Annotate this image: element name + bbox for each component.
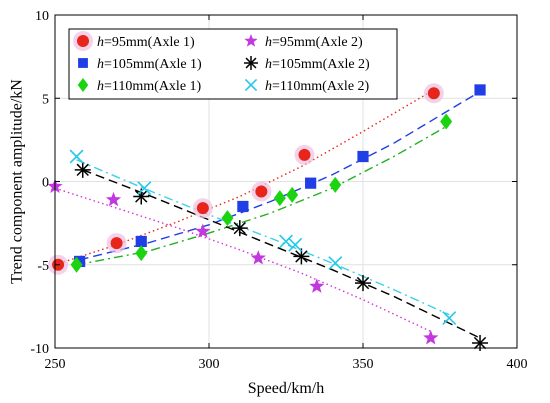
y-tick-label: -10 bbox=[30, 342, 49, 357]
asterisk-stroke bbox=[233, 221, 246, 235]
y-axis-title: Trend component amplitude/kN bbox=[9, 79, 26, 284]
x-stroke bbox=[288, 237, 303, 252]
x-stroke bbox=[69, 149, 84, 164]
data-point bbox=[196, 202, 209, 215]
data-point bbox=[293, 248, 310, 265]
data-point bbox=[110, 237, 123, 250]
data-point bbox=[77, 78, 89, 92]
axis-ticks: 250 300 350 400 -10 -5 0 5 10 bbox=[30, 9, 527, 372]
data-point bbox=[244, 56, 258, 70]
asterisk-stroke bbox=[135, 190, 148, 203]
data-point bbox=[357, 150, 369, 163]
data-point bbox=[427, 87, 440, 100]
y-tick-label: -5 bbox=[37, 259, 49, 274]
legend-label: h=105mm(Axle 2) bbox=[265, 57, 370, 72]
asterisk-stroke bbox=[356, 276, 370, 290]
trend-line bbox=[76, 125, 447, 266]
data-point bbox=[309, 278, 325, 293]
data-point bbox=[305, 177, 317, 189]
legend-box bbox=[68, 28, 398, 100]
data-point bbox=[237, 200, 249, 213]
data-point bbox=[286, 186, 299, 203]
data-point bbox=[355, 275, 371, 292]
asterisk-stroke bbox=[473, 336, 487, 350]
asterisk-stroke bbox=[295, 250, 308, 263]
asterisk-stroke bbox=[245, 57, 257, 69]
data-point bbox=[273, 190, 286, 207]
asterisk-stroke bbox=[76, 163, 89, 177]
data-point bbox=[78, 58, 88, 68]
data-point bbox=[133, 188, 150, 205]
trend-line bbox=[82, 169, 481, 339]
legend-label: h=110mm(Axle 1) bbox=[97, 79, 202, 94]
x-tick-label: 400 bbox=[507, 357, 528, 372]
data-point bbox=[288, 237, 303, 252]
x-stroke bbox=[137, 181, 152, 196]
data-point bbox=[329, 176, 342, 193]
data-point bbox=[440, 113, 453, 130]
trend-line bbox=[54, 187, 432, 333]
data-point bbox=[423, 330, 439, 345]
x-tick-label: 350 bbox=[353, 357, 374, 372]
x-stroke bbox=[244, 78, 258, 92]
x-tick-label: 300 bbox=[199, 357, 220, 372]
data-point bbox=[69, 149, 84, 164]
data-point bbox=[255, 185, 268, 198]
data-point bbox=[474, 84, 486, 96]
data-point bbox=[298, 148, 311, 161]
data-point bbox=[442, 311, 457, 325]
data-point bbox=[472, 335, 489, 352]
data-point bbox=[250, 250, 266, 265]
legend-label: h=105mm(Axle 1) bbox=[97, 57, 202, 72]
data-point bbox=[244, 34, 258, 47]
data-point bbox=[74, 161, 91, 178]
y-tick-label: 5 bbox=[42, 92, 49, 107]
data-point bbox=[77, 35, 89, 47]
data-point bbox=[135, 245, 148, 262]
data-point bbox=[279, 234, 293, 249]
y-tick-label: 10 bbox=[35, 9, 49, 24]
x-stroke bbox=[328, 256, 343, 271]
data-point bbox=[105, 191, 122, 207]
legend-label: h=95mm(Axle 1) bbox=[97, 35, 195, 50]
legend: h=95mm(Axle 1) h=105mm(Axle 1) h=110mm(Axl… bbox=[68, 28, 398, 100]
data-point bbox=[195, 223, 211, 238]
data-point bbox=[135, 235, 147, 248]
legend-label: h=95mm(Axle 2) bbox=[265, 35, 363, 50]
data-point bbox=[137, 181, 152, 196]
data-point bbox=[231, 220, 248, 237]
y-tick-label: 0 bbox=[42, 176, 49, 191]
x-axis-title: Speed/km/h bbox=[248, 380, 324, 397]
x-stroke bbox=[279, 234, 293, 249]
trend-line bbox=[76, 159, 450, 316]
legend-label: h=110mm(Axle 2) bbox=[265, 79, 370, 94]
data-points bbox=[47, 83, 489, 352]
x-stroke bbox=[442, 311, 457, 325]
trend-line bbox=[79, 90, 481, 261]
data-point bbox=[328, 256, 343, 271]
data-point bbox=[244, 78, 258, 92]
trend-lines bbox=[54, 89, 481, 339]
data-point bbox=[221, 210, 234, 227]
data-point bbox=[70, 256, 83, 273]
x-tick-label: 250 bbox=[45, 357, 66, 372]
